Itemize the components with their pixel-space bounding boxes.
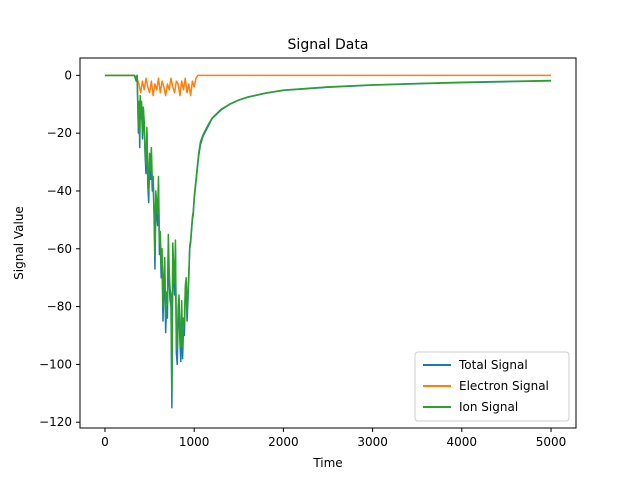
x-tick-label: 3000 (357, 435, 388, 449)
series-line-electron-signal (104, 74, 552, 97)
legend-label-electron: Electron Signal (459, 379, 549, 393)
y-axis-label: Signal Value (12, 206, 26, 280)
series-layer (104, 74, 552, 409)
x-axis: 0 1000 2000 3000 4000 5000 (101, 428, 566, 449)
legend-frame (414, 351, 570, 422)
x-tick-label: 2000 (268, 435, 299, 449)
x-tick-label: 0 (101, 435, 109, 449)
x-tick-label: 4000 (447, 435, 478, 449)
y-tick-label: −20 (47, 126, 72, 140)
series-line-ion-signal (104, 74, 552, 395)
y-tick-label: −100 (39, 357, 72, 371)
x-tick-label: 1000 (179, 435, 210, 449)
y-tick-label: −60 (47, 242, 72, 256)
legend-label-total: Total Signal (458, 358, 528, 372)
y-tick-label: −120 (39, 415, 72, 429)
x-tick-label: 5000 (536, 435, 567, 449)
plot-frame (79, 57, 577, 429)
legend: Total Signal Electron Signal Ion Signal (414, 351, 570, 422)
x-axis-label: Time (312, 456, 342, 470)
y-axis: 0 −20 −40 −60 −80 −100 −120 (39, 68, 80, 429)
y-tick-label: −40 (47, 184, 72, 198)
y-tick-label: 0 (64, 68, 72, 82)
legend-label-ion: Ion Signal (459, 400, 518, 414)
chart-title: Signal Data (288, 37, 369, 53)
y-tick-label: −80 (47, 300, 72, 314)
